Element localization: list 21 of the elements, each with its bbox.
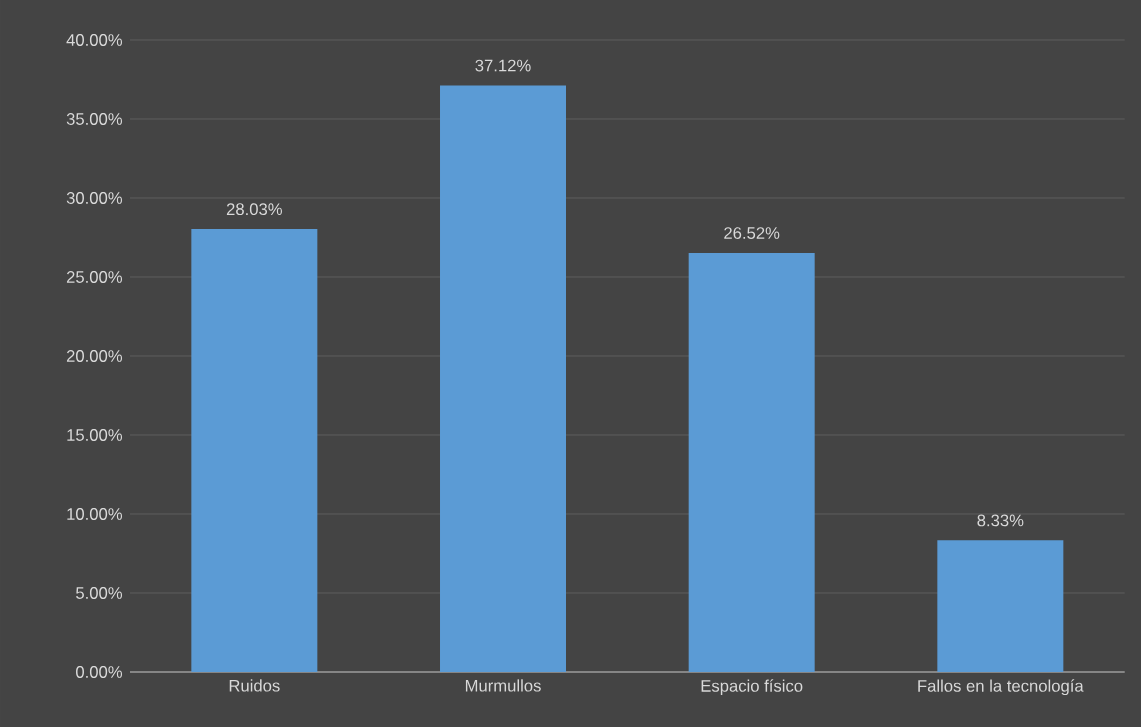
y-tick-label: 0.00% <box>76 666 123 678</box>
bar <box>440 85 567 672</box>
y-tick-label: 5.00% <box>76 587 123 599</box>
bar <box>191 229 318 672</box>
x-tick-label: Espacio físico <box>701 679 803 696</box>
x-tick-label: Fallos en la tecnología <box>918 679 1084 696</box>
y-tick-label: 40.00% <box>66 34 123 46</box>
x-tick-label: Murmullos <box>465 679 541 692</box>
y-tick-label: 25.00% <box>66 271 123 283</box>
y-tick-label: 30.00% <box>66 192 123 204</box>
bar <box>937 540 1064 672</box>
x-tick-label: Ruidos <box>229 679 280 692</box>
data-label: 26.52% <box>724 227 780 239</box>
y-tick-label: 35.00% <box>66 113 123 125</box>
data-label: 28.03% <box>226 203 282 216</box>
data-label: 8.33% <box>977 514 1024 527</box>
y-tick-label: 15.00% <box>67 429 123 441</box>
y-tick-label: 20.00% <box>66 350 123 362</box>
bar <box>688 252 815 672</box>
y-tick-label: 10.00% <box>67 508 123 520</box>
data-label: 37.12% <box>475 59 531 72</box>
